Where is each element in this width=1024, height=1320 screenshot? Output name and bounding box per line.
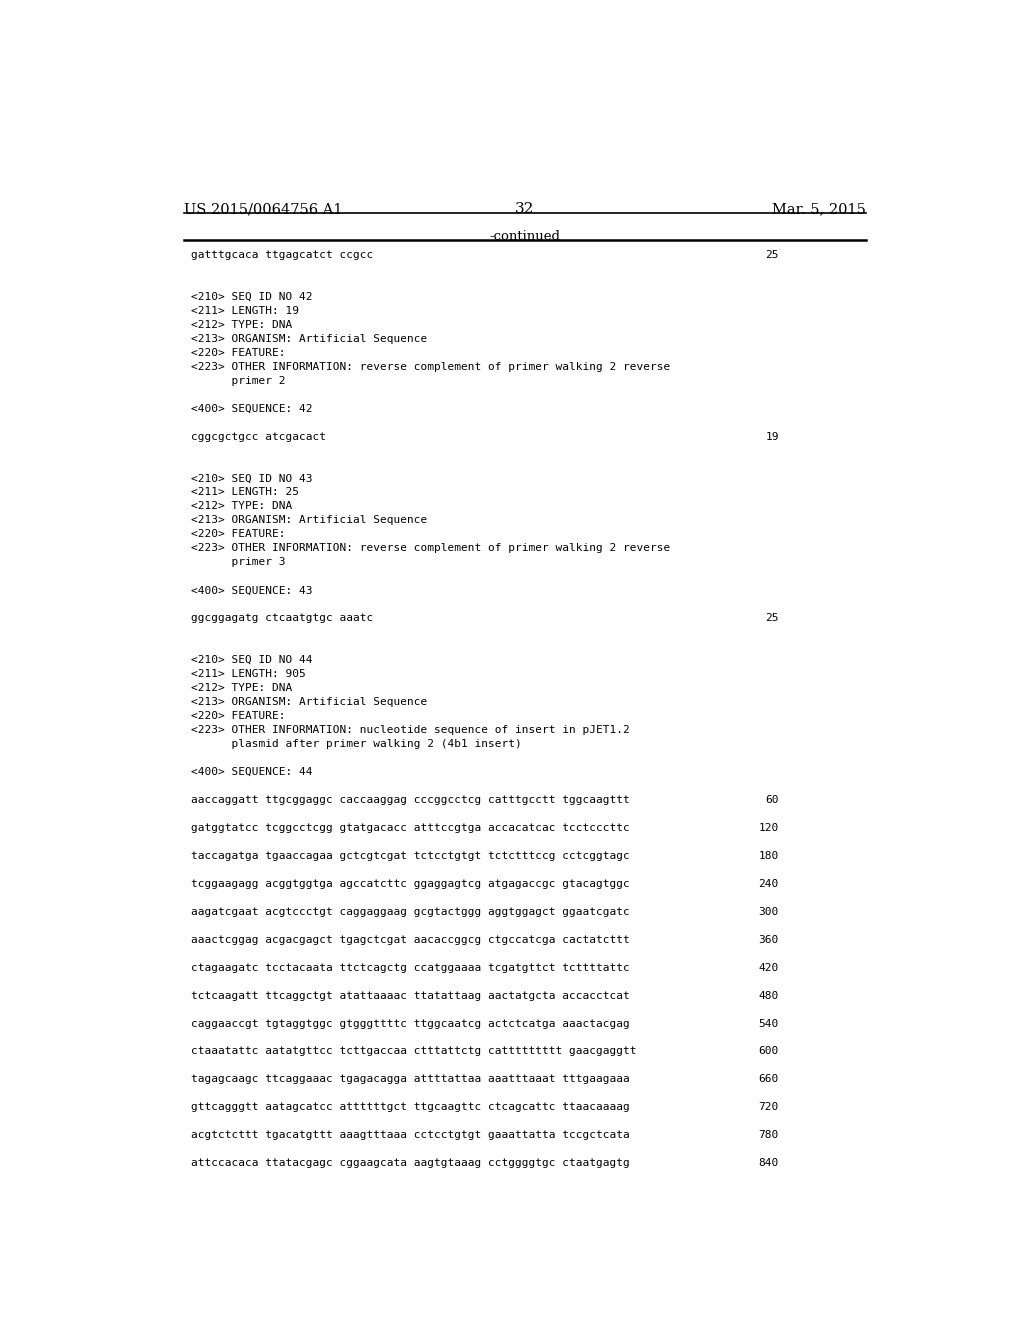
Text: tcggaagagg acggtggtga agccatcttc ggaggagtcg atgagaccgc gtacagtggc: tcggaagagg acggtggtga agccatcttc ggaggag…: [191, 879, 630, 888]
Text: 360: 360: [759, 935, 778, 945]
Text: ctagaagatc tcctacaata ttctcagctg ccatggaaaa tcgatgttct tcttttattc: ctagaagatc tcctacaata ttctcagctg ccatgga…: [191, 962, 630, 973]
Text: 840: 840: [759, 1158, 778, 1168]
Text: <210> SEQ ID NO 44: <210> SEQ ID NO 44: [191, 655, 313, 665]
Text: 180: 180: [759, 851, 778, 861]
Text: 60: 60: [765, 795, 778, 805]
Text: <220> FEATURE:: <220> FEATURE:: [191, 711, 286, 721]
Text: primer 2: primer 2: [191, 376, 286, 385]
Text: <213> ORGANISM: Artificial Sequence: <213> ORGANISM: Artificial Sequence: [191, 334, 428, 343]
Text: 420: 420: [759, 962, 778, 973]
Text: <213> ORGANISM: Artificial Sequence: <213> ORGANISM: Artificial Sequence: [191, 697, 428, 708]
Text: gatttgcaca ttgagcatct ccgcc: gatttgcaca ttgagcatct ccgcc: [191, 249, 374, 260]
Text: aaactcggag acgacgagct tgagctcgat aacaccggcg ctgccatcga cactatcttt: aaactcggag acgacgagct tgagctcgat aacaccg…: [191, 935, 630, 945]
Text: <223> OTHER INFORMATION: reverse complement of primer walking 2 reverse: <223> OTHER INFORMATION: reverse complem…: [191, 544, 671, 553]
Text: attccacaca ttatacgagc cggaagcata aagtgtaaag cctggggtgc ctaatgagtg: attccacaca ttatacgagc cggaagcata aagtgta…: [191, 1158, 630, 1168]
Text: <212> TYPE: DNA: <212> TYPE: DNA: [191, 684, 293, 693]
Text: plasmid after primer walking 2 (4b1 insert): plasmid after primer walking 2 (4b1 inse…: [191, 739, 522, 748]
Text: <212> TYPE: DNA: <212> TYPE: DNA: [191, 502, 293, 511]
Text: -continued: -continued: [489, 230, 560, 243]
Text: 300: 300: [759, 907, 778, 916]
Text: <400> SEQUENCE: 43: <400> SEQUENCE: 43: [191, 585, 313, 595]
Text: <400> SEQUENCE: 44: <400> SEQUENCE: 44: [191, 767, 313, 777]
Text: 600: 600: [759, 1047, 778, 1056]
Text: <400> SEQUENCE: 42: <400> SEQUENCE: 42: [191, 404, 313, 413]
Text: 540: 540: [759, 1019, 778, 1028]
Text: cggcgctgcc atcgacact: cggcgctgcc atcgacact: [191, 432, 327, 442]
Text: 25: 25: [765, 614, 778, 623]
Text: <211> LENGTH: 25: <211> LENGTH: 25: [191, 487, 299, 498]
Text: 240: 240: [759, 879, 778, 888]
Text: <211> LENGTH: 19: <211> LENGTH: 19: [191, 306, 299, 315]
Text: <220> FEATURE:: <220> FEATURE:: [191, 347, 286, 358]
Text: <223> OTHER INFORMATION: nucleotide sequence of insert in pJET1.2: <223> OTHER INFORMATION: nucleotide sequ…: [191, 725, 630, 735]
Text: 480: 480: [759, 990, 778, 1001]
Text: <211> LENGTH: 905: <211> LENGTH: 905: [191, 669, 306, 680]
Text: US 2015/0064756 A1: US 2015/0064756 A1: [183, 202, 342, 216]
Text: <213> ORGANISM: Artificial Sequence: <213> ORGANISM: Artificial Sequence: [191, 515, 428, 525]
Text: <210> SEQ ID NO 42: <210> SEQ ID NO 42: [191, 292, 313, 302]
Text: caggaaccgt tgtaggtggc gtgggttttc ttggcaatcg actctcatga aaactacgag: caggaaccgt tgtaggtggc gtgggttttc ttggcaa…: [191, 1019, 630, 1028]
Text: tagagcaagc ttcaggaaac tgagacagga attttattaa aaatttaaat tttgaagaaa: tagagcaagc ttcaggaaac tgagacagga attttat…: [191, 1074, 630, 1085]
Text: <223> OTHER INFORMATION: reverse complement of primer walking 2 reverse: <223> OTHER INFORMATION: reverse complem…: [191, 362, 671, 372]
Text: 120: 120: [759, 822, 778, 833]
Text: <212> TYPE: DNA: <212> TYPE: DNA: [191, 319, 293, 330]
Text: 19: 19: [765, 432, 778, 442]
Text: tctcaagatt ttcaggctgt atattaaaac ttatattaag aactatgcta accacctcat: tctcaagatt ttcaggctgt atattaaaac ttatatt…: [191, 990, 630, 1001]
Text: primer 3: primer 3: [191, 557, 286, 568]
Text: Mar. 5, 2015: Mar. 5, 2015: [772, 202, 866, 216]
Text: gttcagggtt aatagcatcc attttttgct ttgcaagttc ctcagcattc ttaacaaaag: gttcagggtt aatagcatcc attttttgct ttgcaag…: [191, 1102, 630, 1113]
Text: aaccaggatt ttgcggaggc caccaaggag cccggcctcg catttgcctt tggcaagttt: aaccaggatt ttgcggaggc caccaaggag cccggcc…: [191, 795, 630, 805]
Text: gatggtatcc tcggcctcgg gtatgacacc atttccgtga accacatcac tcctcccttc: gatggtatcc tcggcctcgg gtatgacacc atttccg…: [191, 822, 630, 833]
Text: aagatcgaat acgtccctgt caggaggaag gcgtactggg aggtggagct ggaatcgatc: aagatcgaat acgtccctgt caggaggaag gcgtact…: [191, 907, 630, 916]
Text: <210> SEQ ID NO 43: <210> SEQ ID NO 43: [191, 474, 313, 483]
Text: ctaaatattc aatatgttcc tcttgaccaa ctttattctg cattttttttt gaacgaggtt: ctaaatattc aatatgttcc tcttgaccaa ctttatt…: [191, 1047, 637, 1056]
Text: 660: 660: [759, 1074, 778, 1085]
Text: acgtctcttt tgacatgttt aaagtttaaa cctcctgtgt gaaattatta tccgctcata: acgtctcttt tgacatgttt aaagtttaaa cctcctg…: [191, 1130, 630, 1140]
Text: ggcggagatg ctcaatgtgc aaatc: ggcggagatg ctcaatgtgc aaatc: [191, 614, 374, 623]
Text: 720: 720: [759, 1102, 778, 1113]
Text: <220> FEATURE:: <220> FEATURE:: [191, 529, 286, 540]
Text: 780: 780: [759, 1130, 778, 1140]
Text: taccagatga tgaaccagaa gctcgtcgat tctcctgtgt tctctttccg cctcggtagc: taccagatga tgaaccagaa gctcgtcgat tctcctg…: [191, 851, 630, 861]
Text: 32: 32: [515, 202, 535, 216]
Text: 25: 25: [765, 249, 778, 260]
